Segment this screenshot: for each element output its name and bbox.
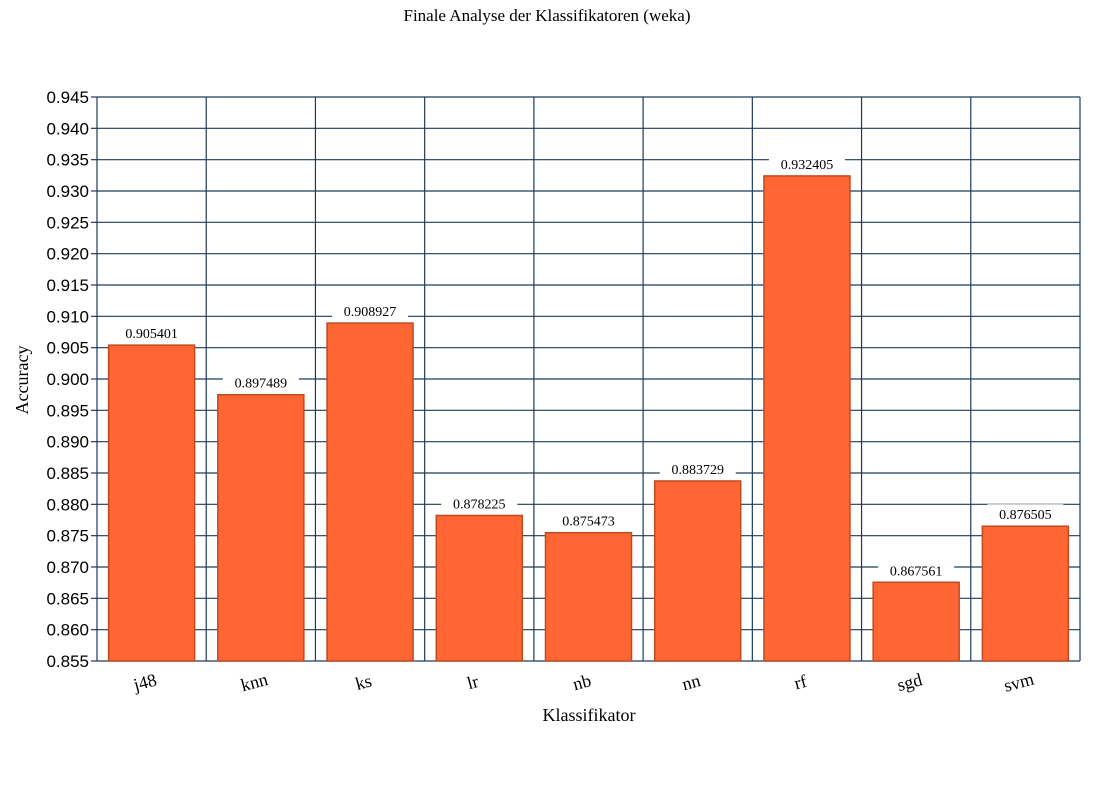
x-tick-label: svm: [1002, 669, 1036, 696]
data-label-box: [441, 493, 518, 514]
y-tick-label: 0.935: [46, 151, 89, 170]
data-label: 0.908927: [344, 305, 397, 320]
y-tick-label: 0.855: [46, 652, 89, 671]
data-label: 0.875473: [562, 515, 615, 530]
x-tick-label: j48: [130, 670, 158, 696]
y-axis-title: Accuracy: [12, 346, 32, 415]
y-tick-label: 0.900: [46, 370, 89, 389]
bar-lr: [435, 514, 524, 662]
bar-rf: [763, 175, 851, 662]
data-label-box: [659, 458, 736, 479]
x-axis-title: Klassifikator: [543, 705, 636, 725]
data-label-box: [113, 323, 190, 344]
x-tick-label: rf: [792, 671, 809, 693]
bar-ks: [326, 322, 414, 662]
y-tick-label: 0.870: [46, 558, 89, 577]
y-tick-label: 0.895: [46, 401, 89, 420]
x-tick-label: ks: [353, 670, 374, 693]
x-tick-label: lr: [465, 671, 481, 693]
bar-knn: [217, 393, 305, 662]
y-tick-label: 0.910: [46, 307, 89, 326]
bar-svm: [981, 525, 1070, 662]
y-tick-label: 0.945: [46, 88, 89, 107]
bar-sgd: [872, 581, 960, 662]
data-label: 0.878225: [453, 497, 506, 512]
y-tick-label: 0.880: [46, 495, 89, 514]
x-tick-label: nb: [571, 670, 594, 694]
data-label: 0.905401: [125, 327, 178, 342]
data-label-box: [550, 510, 627, 531]
bars: [107, 175, 1070, 662]
y-tick-label: 0.905: [46, 339, 89, 358]
y-axis-ticks: 0.855 0.860 0.865 0.870 0.875 0.880 0.885 0.890…: [46, 88, 97, 671]
y-tick-label: 0.930: [46, 182, 89, 201]
data-label: 0.932405: [781, 158, 834, 173]
chart-title: Finale Analyse der Klassifikatoren (weka…: [403, 6, 690, 25]
y-tick-label: 0.865: [46, 589, 89, 608]
data-label-box: [878, 560, 955, 581]
y-tick-label: 0.890: [46, 433, 89, 452]
data-label-box: [987, 504, 1064, 525]
y-tick-label: 0.925: [46, 213, 89, 232]
data-label-box: [332, 301, 409, 322]
data-label: 0.897489: [235, 377, 288, 392]
y-tick-label: 0.940: [46, 119, 89, 138]
y-tick-label: 0.915: [46, 276, 89, 295]
bar-nb: [544, 531, 633, 662]
y-tick-label: 0.860: [46, 621, 89, 640]
x-axis-ticks: j48 knn ks lr nb nn rf sgd svm: [130, 669, 1036, 696]
data-label-box: [222, 372, 299, 393]
x-tick-label: knn: [239, 669, 270, 695]
y-tick-label: 0.920: [46, 245, 89, 264]
bar-j48: [107, 344, 196, 662]
bar-nn: [653, 480, 742, 662]
data-label-box: [768, 153, 845, 174]
data-label: 0.867561: [890, 564, 943, 579]
data-labels: 0.905401 0.897489 0.908927 0.878225 0.875473…: [113, 153, 1064, 581]
y-tick-label: 0.885: [46, 464, 89, 483]
x-tick-label: nn: [680, 670, 703, 694]
data-label: 0.883729: [671, 463, 724, 478]
data-label: 0.876505: [999, 508, 1052, 523]
x-tick-label: sgd: [895, 669, 924, 695]
y-tick-label: 0.875: [46, 527, 89, 546]
